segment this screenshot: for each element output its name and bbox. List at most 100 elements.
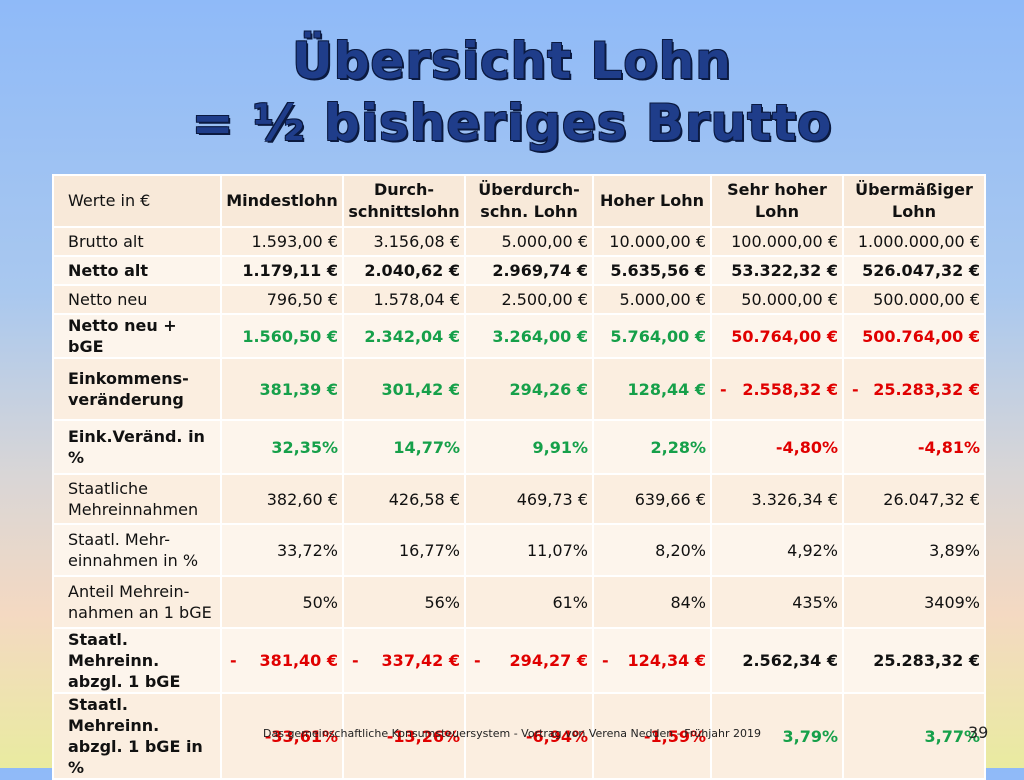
table-row: Anteil Mehrein- nahmen an 1 bGE 50% 56% 61%… (52, 575, 986, 629)
table-cell: 796,50 € (220, 284, 344, 315)
table-cell: 26.047,32 € (842, 473, 986, 525)
cell-value: -6,94% (525, 726, 588, 746)
column-header: Durch- schnittslohn (342, 174, 466, 228)
table-cell: 469,73 € (464, 473, 594, 525)
table-cell: 500.000,00 € (842, 284, 986, 315)
cell-value: 25.283,32 € (873, 379, 980, 399)
cell-value: 469,73 € (516, 489, 588, 509)
table-header-row: Werte in € Mindestlohn Durch- schnittsloh… (52, 174, 986, 228)
table-cell: -1,59% (592, 692, 712, 780)
cell-value: -33,61% (264, 726, 338, 746)
table-row: Brutto alt 1.593,00 € 3.156,08 € 5.000,00 €… (52, 226, 986, 257)
table-cell: -2.558,32 € (710, 357, 844, 421)
cell-value: 1.560,50 € (242, 326, 338, 346)
cell-value: 33,72% (276, 540, 338, 560)
cell-value: 500.764,00 € (862, 326, 980, 346)
cell-value: 1.000.000,00 € (857, 232, 980, 251)
slide-title-line2: = ½ bisheriges Brutto (191, 94, 833, 152)
table-cell: 5.000,00 € (464, 226, 594, 257)
cell-value: 500.000,00 € (873, 290, 980, 309)
cell-value: 10.000,00 € (609, 232, 706, 251)
cell-value: 3.156,08 € (373, 232, 460, 251)
table-cell: 639,66 € (592, 473, 712, 525)
table-row: Staatl. Mehreinn. abzgl. 1 bGE -381,40 € -… (52, 627, 986, 694)
cell-value: -13,26% (386, 726, 460, 746)
column-header: Hoher Lohn (592, 174, 712, 228)
cell-value: 84% (670, 592, 706, 612)
minus-sign: - (852, 379, 859, 399)
slide-title-line1: Übersicht Lohn (292, 32, 732, 90)
table-row: Netto neu 796,50 € 1.578,04 € 2.500,00 € 5.0… (52, 284, 986, 315)
table-cell: 128,44 € (592, 357, 712, 421)
table-cell: 5.764,00 € (592, 313, 712, 359)
table-cell: 381,39 € (220, 357, 344, 421)
table-cell: 10.000,00 € (592, 226, 712, 257)
table-cell: 5.000,00 € (592, 284, 712, 315)
cell-value: 1.578,04 € (373, 290, 460, 309)
cell-value: 2.500,00 € (501, 290, 588, 309)
cell-value: -4,81% (917, 437, 980, 457)
table-cell: -4,80% (710, 419, 844, 475)
table-cell: 1.000.000,00 € (842, 226, 986, 257)
cell-value: 16,77% (398, 540, 460, 560)
cell-value: 25.283,32 € (873, 651, 980, 670)
table-cell: 61% (464, 575, 594, 629)
cell-value: 337,42 € (381, 651, 460, 670)
table-cell: 11,07% (464, 523, 594, 577)
table-cell: 2.342,04 € (342, 313, 466, 359)
table-cell: 2,28% (592, 419, 712, 475)
cell-value: 2.558,32 € (742, 379, 838, 399)
cell-value: 796,50 € (266, 290, 338, 309)
cell-value: 2.969,74 € (492, 261, 588, 280)
table-cell: 1.179,11 € (220, 255, 344, 286)
table-cell: -6,94% (464, 692, 594, 780)
table-cell: 294,26 € (464, 357, 594, 421)
cell-value: 1.593,00 € (251, 232, 338, 251)
minus-sign: - (474, 651, 481, 670)
slide-title: Übersicht Lohn = ½ bisheriges Brutto (0, 30, 1024, 154)
table-cell: 14,77% (342, 419, 466, 475)
cell-value: 124,34 € (627, 651, 706, 670)
table-cell: 1.578,04 € (342, 284, 466, 315)
cell-value: 294,26 € (509, 379, 588, 399)
cell-value: 3.264,00 € (492, 326, 588, 346)
table-cell: -4,81% (842, 419, 986, 475)
table-cell: 16,77% (342, 523, 466, 577)
cell-value: 5.000,00 € (619, 290, 706, 309)
table-cell: 382,60 € (220, 473, 344, 525)
minus-sign: - (352, 651, 359, 670)
cell-value: 381,39 € (259, 379, 338, 399)
table-cell: 50.000,00 € (710, 284, 844, 315)
cell-value: 4,92% (787, 540, 838, 560)
row-label: Anteil Mehrein- nahmen an 1 bGE (52, 575, 222, 629)
table-cell: -124,34 € (592, 627, 712, 694)
cell-value: 382,60 € (266, 489, 338, 509)
table-cell: - 337,42 € (342, 627, 466, 694)
column-header-values-in-euro: Werte in € (52, 174, 222, 228)
table-cell: 3.264,00 € (464, 313, 594, 359)
table-cell: 301,42 € (342, 357, 466, 421)
table-body: Brutto alt 1.593,00 € 3.156,08 € 5.000,00 €… (52, 226, 986, 780)
cell-value: 435% (792, 592, 838, 612)
cell-value: 2.342,04 € (364, 326, 460, 346)
table-cell: 3.156,08 € (342, 226, 466, 257)
cell-value: 5.000,00 € (501, 232, 588, 251)
table-cell: -33,61% (220, 692, 344, 780)
table-row: Staatliche Mehreinnahmen 382,60 € 426,58 €… (52, 473, 986, 525)
minus-sign: - (230, 651, 237, 670)
table-cell: 9,91% (464, 419, 594, 475)
cell-value: 61% (552, 592, 588, 612)
cell-value: 56% (424, 592, 460, 612)
table-cell: 435% (710, 575, 844, 629)
table-cell: 53.322,32 € (710, 255, 844, 286)
cell-value: 50% (302, 592, 338, 612)
table-cell: 25.283,32 € (842, 627, 986, 694)
cell-value: 11,07% (526, 540, 588, 560)
table-cell: 84% (592, 575, 712, 629)
cell-value: -1,59% (643, 726, 706, 746)
cell-value: -4,80% (775, 437, 838, 457)
table-row: Staatl. Mehr- einnahmen in % 33,72% 16,77%… (52, 523, 986, 577)
table-cell: - 381,40 € (220, 627, 344, 694)
column-header: Überdurch- schn. Lohn (464, 174, 594, 228)
table-row: Netto alt 1.179,11 € 2.040,62 € 2.969,74 € 5… (52, 255, 986, 286)
